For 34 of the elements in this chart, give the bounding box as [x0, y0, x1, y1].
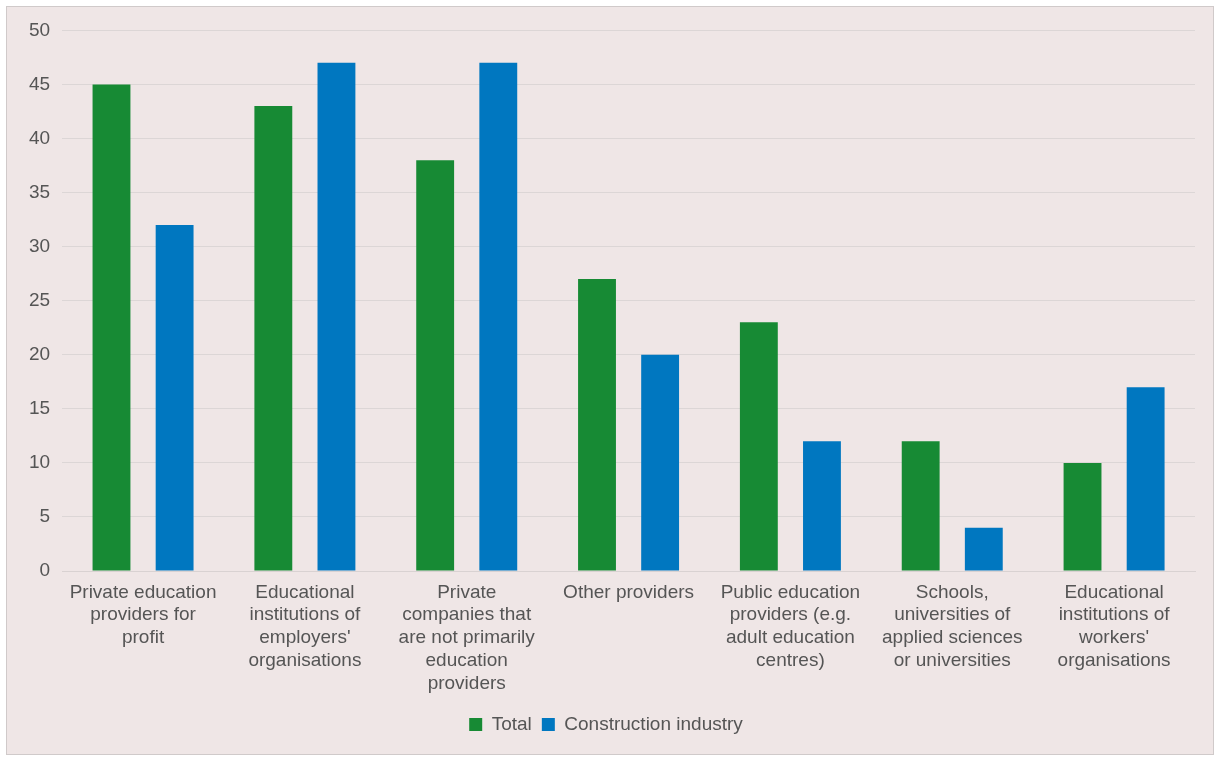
- bar: [803, 441, 841, 571]
- bar: [578, 279, 616, 571]
- x-tick-label: Other providers: [563, 580, 695, 602]
- legend-label: Total: [491, 712, 532, 734]
- y-tick-label: 45: [28, 72, 51, 94]
- y-tick-label: 40: [28, 126, 51, 148]
- y-tick-label: 30: [28, 234, 51, 256]
- bar: [964, 527, 1003, 571]
- y-tick-label: 35: [28, 180, 51, 202]
- y-tick-label: 25: [28, 288, 51, 310]
- bar: [1063, 462, 1102, 571]
- x-tick-label: Educational institutions of employers' organisations: [248, 580, 362, 671]
- x-tick-label: Private education providers for profit: [69, 580, 217, 648]
- bar: [479, 62, 518, 571]
- y-tick-label: 50: [28, 18, 51, 40]
- bar: [92, 84, 131, 571]
- y-tick-label: 15: [28, 397, 51, 419]
- bar: [641, 354, 680, 571]
- x-tick-label: Educational institutions of workers' organisations: [1057, 580, 1171, 671]
- bar: [739, 322, 778, 571]
- bar: [254, 106, 293, 571]
- bar: [317, 62, 356, 571]
- y-tick-label: 10: [28, 451, 51, 473]
- y-tick-label: 20: [28, 342, 51, 364]
- bar: [1126, 387, 1165, 571]
- y-tick-label: 5: [39, 505, 51, 527]
- legend-label: Construction industry: [564, 712, 744, 734]
- bar: [901, 441, 940, 571]
- bar: [416, 160, 455, 571]
- y-tick-label: 0: [39, 559, 51, 581]
- x-tick-label: Public education providers (e.g. adult education centres): [720, 580, 861, 671]
- bar: [155, 225, 194, 571]
- x-tick-label: Private companies that are not primarily education providers: [398, 580, 536, 693]
- x-tick-label: Schools, universities of applied sciences or universities: [882, 580, 1023, 671]
